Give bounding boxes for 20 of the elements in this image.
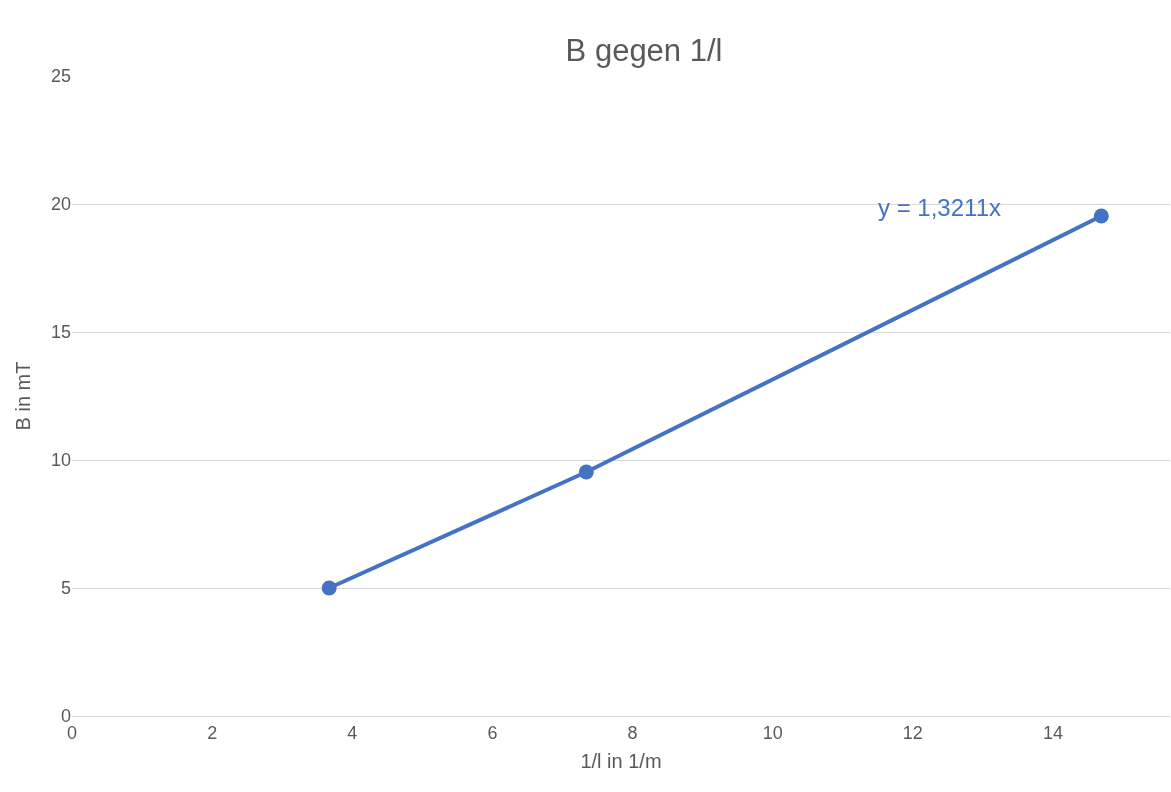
y-tick-label: 25 xyxy=(50,66,71,87)
y-tick-label: 15 xyxy=(50,322,71,343)
x-tick-label: 2 xyxy=(207,722,218,743)
y-tick-label: 10 xyxy=(50,450,71,471)
y-axis-title: B in mT xyxy=(12,361,35,431)
x-tick-label: 14 xyxy=(1042,722,1063,743)
x-tick-label: 4 xyxy=(347,722,358,743)
x-tick-label: 6 xyxy=(487,722,498,743)
annotation: y = 1,3211x xyxy=(878,194,1001,221)
x-tick-label: 10 xyxy=(762,722,783,743)
point xyxy=(578,464,594,480)
y-tick-label: 0 xyxy=(60,706,71,727)
point xyxy=(1093,208,1109,224)
y-tick-label: 20 xyxy=(50,194,71,215)
point xyxy=(321,580,337,596)
x-tick-label: 12 xyxy=(902,722,923,743)
x-tick-label: 8 xyxy=(627,722,638,743)
x-axis-title: 1/l in 1/m xyxy=(580,750,662,773)
chart-title: B gegen 1/l xyxy=(565,33,723,69)
y-tick-label: 5 xyxy=(60,578,71,599)
